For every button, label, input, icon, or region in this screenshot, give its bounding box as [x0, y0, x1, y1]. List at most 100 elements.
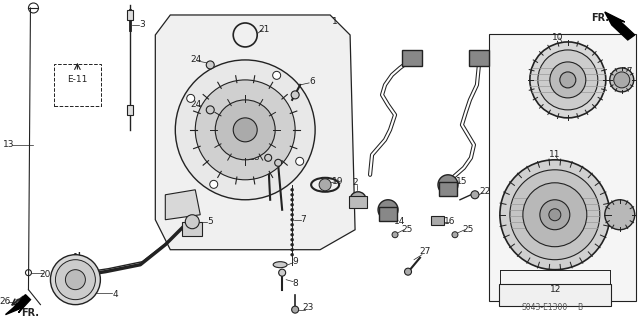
Text: 19: 19 — [332, 177, 344, 186]
Circle shape — [471, 191, 479, 199]
Circle shape — [296, 157, 304, 165]
Circle shape — [404, 268, 412, 275]
Circle shape — [523, 183, 587, 247]
Circle shape — [291, 208, 294, 211]
Text: 4: 4 — [113, 290, 118, 299]
Circle shape — [500, 160, 610, 270]
Circle shape — [350, 192, 366, 208]
Circle shape — [291, 203, 294, 206]
Circle shape — [215, 100, 275, 160]
Text: 20: 20 — [40, 270, 51, 279]
Circle shape — [291, 188, 294, 191]
Text: E-11: E-11 — [67, 75, 88, 85]
Text: 15: 15 — [456, 177, 468, 186]
Text: 27: 27 — [419, 247, 431, 256]
Circle shape — [206, 61, 214, 69]
Text: 10: 10 — [552, 33, 564, 42]
Text: FR.: FR. — [591, 13, 609, 23]
FancyBboxPatch shape — [379, 207, 397, 221]
FancyBboxPatch shape — [431, 216, 444, 225]
FancyBboxPatch shape — [182, 222, 202, 236]
Text: FR.: FR. — [22, 308, 40, 318]
FancyBboxPatch shape — [127, 10, 133, 20]
Circle shape — [291, 243, 294, 246]
Text: 13: 13 — [3, 140, 14, 149]
Text: 6: 6 — [309, 78, 315, 86]
Text: 25: 25 — [462, 225, 474, 234]
FancyBboxPatch shape — [54, 64, 101, 106]
Circle shape — [278, 269, 285, 276]
Circle shape — [185, 215, 199, 229]
FancyBboxPatch shape — [127, 105, 133, 115]
Circle shape — [273, 71, 281, 79]
Text: 22: 22 — [479, 187, 490, 196]
Text: 24: 24 — [191, 100, 202, 109]
Text: 9: 9 — [292, 257, 298, 266]
Text: 12: 12 — [550, 285, 561, 294]
Circle shape — [291, 253, 294, 256]
Circle shape — [291, 233, 294, 236]
Circle shape — [510, 170, 600, 260]
Circle shape — [195, 80, 295, 180]
Text: 1: 1 — [332, 18, 338, 26]
Polygon shape — [156, 15, 355, 250]
Circle shape — [292, 306, 299, 313]
Circle shape — [549, 209, 561, 221]
Circle shape — [56, 260, 95, 300]
Text: 2: 2 — [352, 178, 358, 187]
Circle shape — [540, 200, 570, 230]
Circle shape — [16, 299, 21, 304]
Circle shape — [291, 193, 294, 196]
FancyBboxPatch shape — [469, 50, 489, 66]
Text: 11: 11 — [549, 150, 561, 159]
Circle shape — [392, 232, 398, 238]
Circle shape — [291, 248, 294, 251]
Circle shape — [319, 179, 331, 191]
Circle shape — [206, 106, 214, 114]
Text: 18: 18 — [250, 153, 261, 162]
Text: 17: 17 — [622, 67, 634, 77]
Circle shape — [530, 42, 606, 118]
Circle shape — [452, 232, 458, 238]
Text: 25: 25 — [401, 225, 413, 234]
Circle shape — [291, 228, 294, 231]
Circle shape — [291, 238, 294, 241]
Circle shape — [65, 270, 85, 290]
FancyBboxPatch shape — [402, 50, 422, 66]
Circle shape — [233, 118, 257, 142]
Circle shape — [550, 62, 586, 98]
Text: 7: 7 — [300, 215, 306, 224]
FancyBboxPatch shape — [349, 196, 367, 208]
Text: B: B — [577, 303, 582, 312]
Circle shape — [51, 255, 100, 305]
Text: 21: 21 — [259, 26, 270, 34]
Circle shape — [438, 175, 458, 195]
Text: 14: 14 — [394, 217, 406, 226]
Circle shape — [187, 94, 195, 102]
Circle shape — [291, 218, 294, 221]
Circle shape — [210, 180, 218, 188]
Circle shape — [378, 200, 398, 220]
Text: 3: 3 — [140, 20, 145, 29]
Text: 16: 16 — [444, 217, 456, 226]
Text: 5: 5 — [207, 217, 213, 226]
Polygon shape — [605, 12, 635, 40]
FancyBboxPatch shape — [489, 34, 636, 300]
Circle shape — [175, 60, 315, 200]
Circle shape — [605, 200, 635, 230]
Circle shape — [265, 154, 271, 161]
Circle shape — [291, 223, 294, 226]
Text: 23: 23 — [303, 303, 314, 312]
Circle shape — [291, 91, 299, 99]
Text: 26: 26 — [0, 297, 11, 306]
FancyBboxPatch shape — [499, 284, 611, 306]
Circle shape — [560, 72, 576, 88]
Circle shape — [291, 213, 294, 216]
Ellipse shape — [273, 262, 287, 268]
Text: 24: 24 — [191, 56, 202, 64]
Polygon shape — [165, 190, 200, 220]
Circle shape — [538, 50, 598, 110]
FancyBboxPatch shape — [439, 182, 457, 196]
Circle shape — [291, 198, 294, 201]
Text: 8: 8 — [292, 279, 298, 288]
